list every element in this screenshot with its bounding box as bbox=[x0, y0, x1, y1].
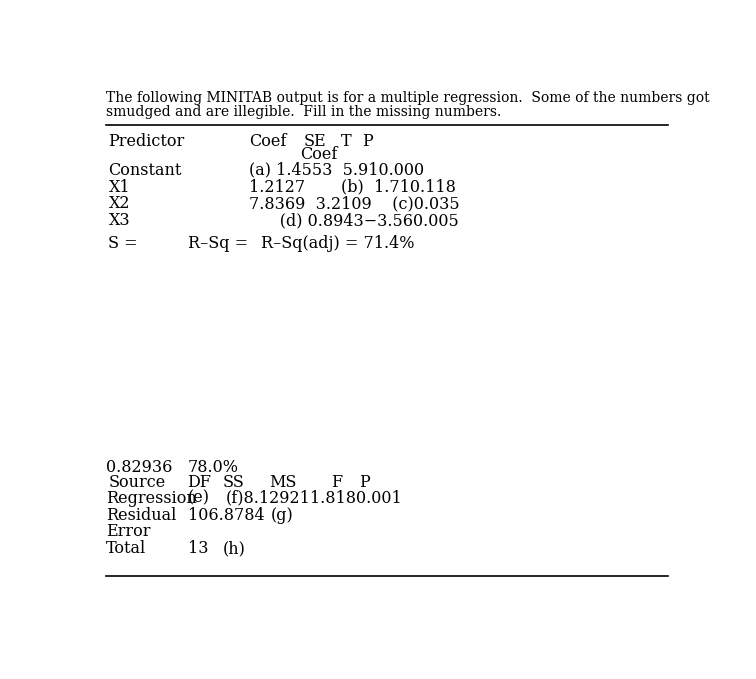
Text: X3: X3 bbox=[108, 213, 130, 230]
Text: P: P bbox=[360, 474, 370, 491]
Text: smudged and are illegible.  Fill in the missing numbers.: smudged and are illegible. Fill in the m… bbox=[106, 105, 501, 119]
Text: Error: Error bbox=[106, 524, 150, 540]
Text: (f)8.129211.8180.001: (f)8.129211.8180.001 bbox=[226, 490, 403, 507]
Text: (e): (e) bbox=[187, 490, 209, 507]
Text: (d) 0.8943−3.560.005: (d) 0.8943−3.560.005 bbox=[249, 213, 459, 230]
Text: DF: DF bbox=[187, 474, 212, 491]
Text: 13: 13 bbox=[187, 540, 208, 557]
Text: The following MINITAB output is for a multiple regression.  Some of the numbers : The following MINITAB output is for a mu… bbox=[106, 91, 710, 105]
Text: SS: SS bbox=[222, 474, 244, 491]
Text: (a) 1.4553  5.910.000: (a) 1.4553 5.910.000 bbox=[249, 162, 425, 179]
Text: 7.8369  3.2109    (c)0.035: 7.8369 3.2109 (c)0.035 bbox=[249, 196, 460, 213]
Text: X1: X1 bbox=[108, 179, 130, 196]
Text: Regression: Regression bbox=[106, 490, 197, 507]
Text: Coef: Coef bbox=[249, 133, 287, 150]
Text: P: P bbox=[362, 133, 373, 150]
Text: Coef: Coef bbox=[300, 146, 337, 163]
Text: (h): (h) bbox=[222, 540, 245, 557]
Text: Residual: Residual bbox=[106, 507, 176, 524]
Text: (g): (g) bbox=[271, 507, 294, 524]
Text: Predictor: Predictor bbox=[108, 133, 184, 150]
Text: F: F bbox=[331, 474, 342, 491]
Text: R–Sq =: R–Sq = bbox=[187, 236, 248, 253]
Text: Constant: Constant bbox=[108, 162, 182, 179]
Text: 1.2127       (b)  1.710.118: 1.2127 (b) 1.710.118 bbox=[249, 179, 457, 196]
Text: T: T bbox=[341, 133, 352, 150]
Text: MS: MS bbox=[269, 474, 296, 491]
Text: 78.0%: 78.0% bbox=[187, 459, 238, 476]
Text: X2: X2 bbox=[108, 196, 130, 213]
Text: R–Sq(adj) = 71.4%: R–Sq(adj) = 71.4% bbox=[261, 236, 414, 253]
Text: Total: Total bbox=[106, 540, 147, 557]
Text: S =: S = bbox=[108, 236, 138, 253]
Text: 106.8784: 106.8784 bbox=[187, 507, 264, 524]
Text: 0.82936: 0.82936 bbox=[106, 459, 172, 476]
Text: SE: SE bbox=[304, 133, 327, 150]
Text: Source: Source bbox=[108, 474, 166, 491]
